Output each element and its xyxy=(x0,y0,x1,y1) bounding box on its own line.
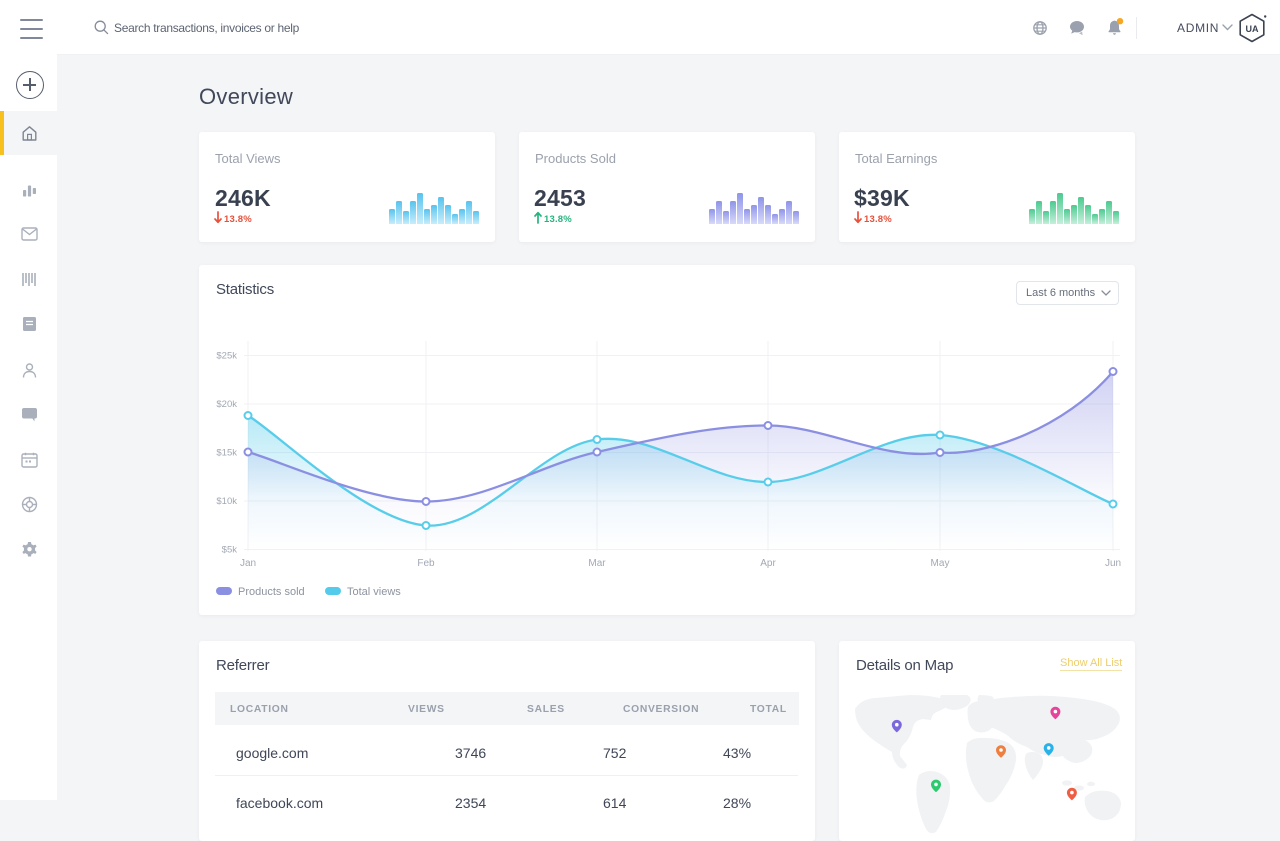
svg-text:Products sold: Products sold xyxy=(238,586,305,598)
svg-text:$15k: $15k xyxy=(216,448,237,459)
svg-text:Feb: Feb xyxy=(417,558,435,569)
svg-text:$5k: $5k xyxy=(222,545,238,556)
svg-text:$10k: $10k xyxy=(216,496,237,507)
svg-text:Jun: Jun xyxy=(1105,558,1121,569)
svg-text:$25k: $25k xyxy=(216,351,237,362)
svg-text:$20k: $20k xyxy=(216,399,237,410)
svg-text:Mar: Mar xyxy=(588,558,606,569)
svg-text:UA: UA xyxy=(1246,24,1259,34)
svg-text:May: May xyxy=(931,558,950,569)
svg-text:Jan: Jan xyxy=(240,558,256,569)
svg-text:Total views: Total views xyxy=(347,586,401,598)
svg-text:Apr: Apr xyxy=(760,558,776,569)
